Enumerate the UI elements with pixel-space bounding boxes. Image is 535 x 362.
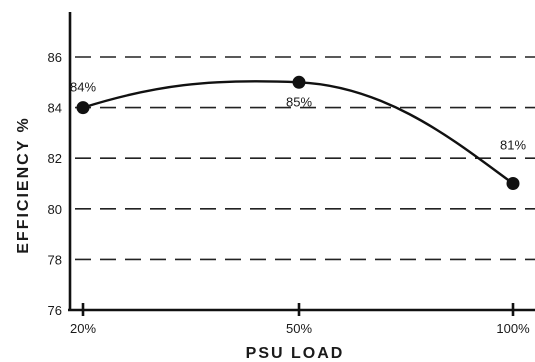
- data-point: [506, 177, 520, 190]
- y-tick-label: 80: [48, 202, 62, 217]
- data-label: 85%: [286, 94, 312, 109]
- series: 84% 85% 81%: [70, 75, 526, 190]
- x-tick-label: 50%: [286, 321, 312, 336]
- gridlines: [75, 56, 535, 261]
- x-tick-label: 100%: [496, 321, 530, 336]
- axes: [68, 12, 535, 312]
- data-label: 81%: [500, 138, 526, 153]
- y-tick-label: 86: [48, 50, 62, 65]
- y-tick-label: 82: [48, 151, 62, 166]
- y-axis-title: EFFICIENCY %: [15, 116, 32, 254]
- y-tick-label: 76: [48, 303, 62, 318]
- x-tick-label: 20%: [70, 321, 96, 336]
- y-tick-label: 78: [48, 252, 62, 267]
- x-axis-title: PSU LOAD: [246, 345, 345, 362]
- data-point: [76, 101, 90, 115]
- y-tick-labels: 76 78 80 82 84 86: [48, 50, 62, 318]
- y-tick-label: 84: [48, 101, 62, 116]
- data-point: [292, 75, 306, 89]
- x-tick-labels: 20% 50% 100%: [70, 303, 530, 336]
- data-label: 84%: [70, 80, 96, 95]
